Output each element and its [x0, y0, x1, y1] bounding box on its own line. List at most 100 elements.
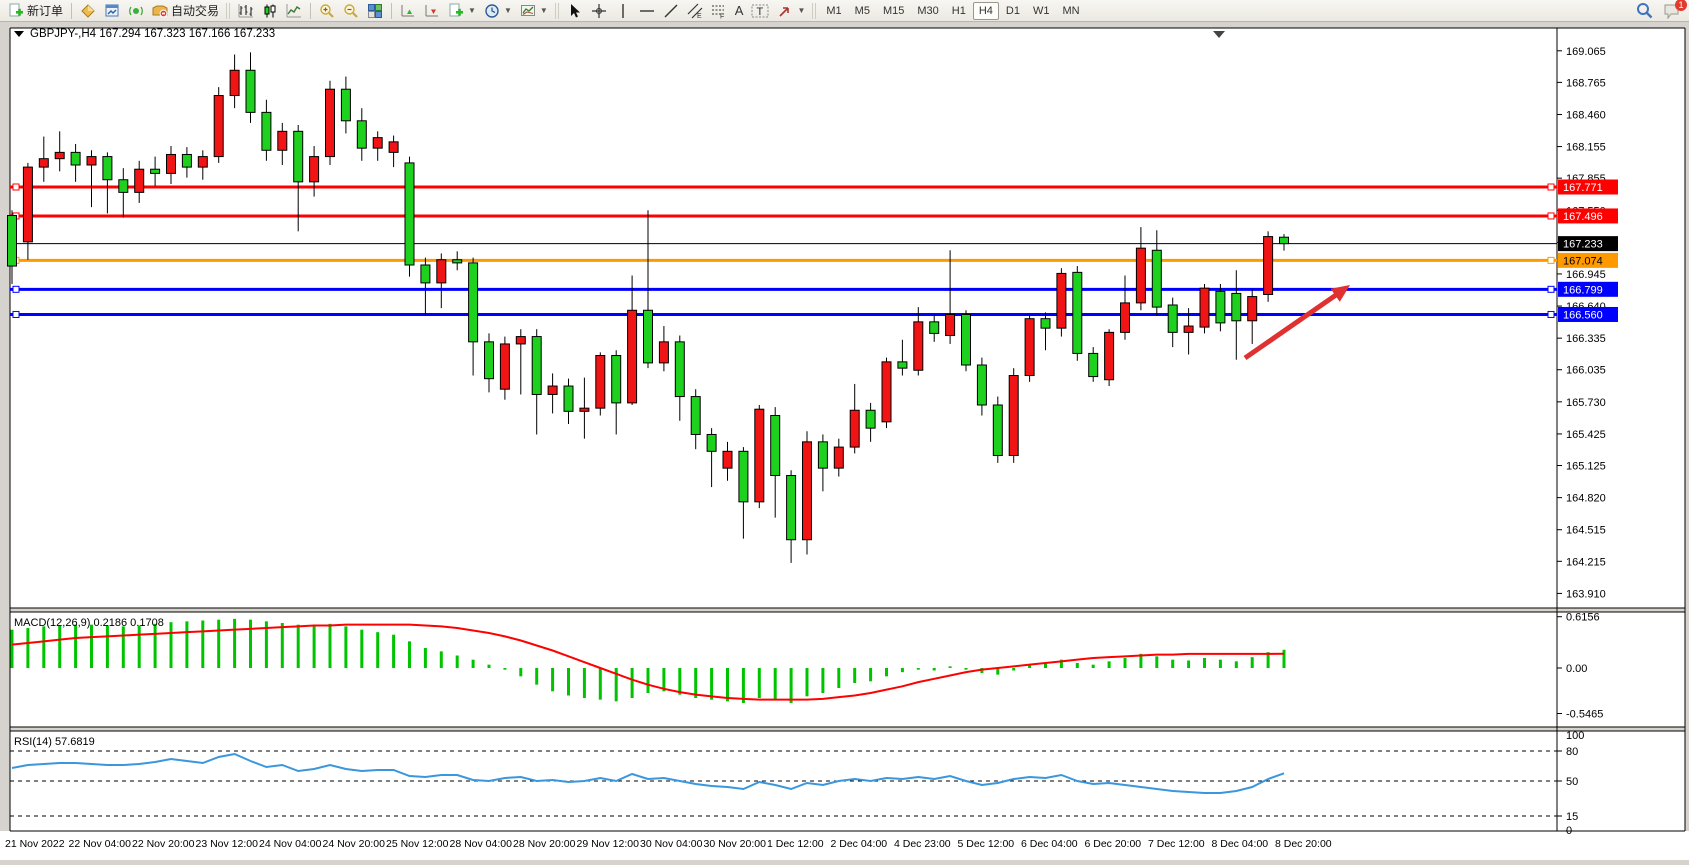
price-axis-label: 168.460 [1566, 109, 1606, 121]
zoom-out-button[interactable] [339, 1, 363, 21]
time-axis-label: 29 Nov 12:00 [577, 838, 640, 850]
line-chart-button[interactable] [282, 1, 306, 21]
candle-body [1024, 318, 1035, 377]
text-label-tool-button[interactable]: T [747, 1, 773, 21]
toolbar-grip [812, 2, 818, 19]
price-axis-label: 168.155 [1566, 142, 1606, 154]
cursor-icon [567, 3, 583, 19]
auto-trading-icon [152, 3, 168, 19]
text-tool-button[interactable]: A [731, 1, 748, 21]
dropdown-arrow-icon: ▼ [539, 6, 548, 15]
price-axis-label: 164.215 [1566, 556, 1606, 568]
timeframe-button-m15[interactable]: M15 [882, 4, 905, 17]
chart-area[interactable]: 169.065168.765168.460168.155167.855167.5… [0, 22, 1689, 860]
time-axis-label: 4 Dec 23:00 [894, 838, 951, 850]
level-handle[interactable] [1547, 310, 1555, 318]
chart-window-button[interactable] [100, 1, 124, 21]
notifications-icon[interactable]: 1 [1663, 0, 1687, 19]
new-order-button[interactable]: 新订单 [4, 1, 67, 21]
candle-body [627, 309, 638, 404]
indicators-button[interactable] [396, 1, 420, 21]
candle-body [436, 259, 447, 284]
candlestick-chart-button[interactable] [258, 1, 282, 21]
candle-body [1056, 272, 1067, 329]
timeframe-button-h1[interactable]: H1 [951, 4, 966, 17]
level-handle[interactable] [1547, 285, 1555, 293]
arrows-dropdown-button[interactable]: ▼ [773, 1, 809, 21]
level-handle[interactable] [12, 183, 20, 191]
zoom-in-button[interactable] [315, 1, 339, 21]
level-handle[interactable] [1547, 183, 1555, 191]
gbpjpy-h4-chart[interactable]: 169.065168.765168.460168.155167.855167.5… [0, 22, 1689, 860]
price-pane[interactable] [10, 28, 1685, 608]
time-axis-label: 21 Nov 2022 [5, 838, 65, 850]
gold-diamond-button[interactable] [76, 1, 100, 21]
candle-body [118, 179, 129, 193]
text-label-icon: T [751, 3, 769, 19]
crosshair-tool-button[interactable] [587, 1, 611, 21]
signal-button[interactable] [124, 1, 148, 21]
time-axis-label: 22 Nov 04:00 [69, 838, 132, 850]
horizontal-line-tool-button[interactable] [635, 1, 659, 21]
level-handle[interactable] [12, 285, 20, 293]
timeframe-button-h4[interactable]: H4 [972, 1, 999, 20]
period-dropdown-button[interactable]: ▼ [480, 1, 516, 21]
timeframe-button-mn[interactable]: MN [1062, 4, 1080, 17]
price-axis-label: 163.910 [1566, 588, 1606, 600]
candle-body [181, 153, 192, 168]
candle-body [340, 88, 351, 122]
svg-text:E: E [697, 13, 702, 19]
timeframe-button-m30[interactable]: M30 [917, 4, 939, 17]
price-axis-label: 168.765 [1566, 77, 1606, 89]
templates-dropdown-button[interactable]: ▼ [516, 1, 552, 21]
objects-button[interactable] [420, 1, 444, 21]
cursor-tool-button[interactable] [563, 1, 587, 21]
candle-body [1199, 287, 1210, 328]
candle-body [865, 409, 876, 429]
candle-body [484, 341, 494, 380]
trend-arrow-annotation[interactable] [1243, 292, 1338, 361]
candle-body [1183, 325, 1194, 333]
chart-shift-marker-icon[interactable] [1213, 31, 1225, 38]
candle-body [722, 450, 733, 469]
trendline-tool-button[interactable] [659, 1, 683, 21]
bid-price-chip-label: 167.233 [1563, 239, 1603, 251]
time-axis-label: 30 Nov 04:00 [640, 838, 703, 850]
candle-body [499, 343, 510, 390]
new-order-icon [8, 3, 24, 19]
level-price-chip [1558, 306, 1618, 322]
candle-body [913, 321, 924, 371]
timeframe-toolbar: M1 M5 M15 M30 H1 H4 D1 W1 MN [820, 1, 1085, 20]
vertical-line-tool-button[interactable] [611, 1, 635, 21]
macd-pane[interactable] [10, 612, 1685, 727]
timeframe-button-m5[interactable]: M5 [854, 4, 870, 17]
tile-windows-button[interactable] [363, 1, 387, 21]
candle-body [547, 385, 558, 395]
candle-body [197, 156, 208, 168]
symbol-collapse-icon[interactable] [14, 31, 24, 37]
level-handle[interactable] [1547, 256, 1555, 264]
search-icon[interactable] [1636, 2, 1653, 19]
channel-tool-button[interactable]: E [683, 1, 707, 21]
level-handle[interactable] [1547, 212, 1555, 220]
fibonacci-tool-button[interactable]: F [707, 1, 731, 21]
candle-body [1215, 290, 1226, 324]
candle-body [356, 120, 367, 149]
time-axis-label: 1 Dec 12:00 [767, 838, 824, 850]
rsi-line [11, 752, 1285, 794]
timeframe-button-m1[interactable]: M1 [826, 4, 842, 17]
auto-trading-label: 自动交易 [171, 4, 220, 18]
candle-body [1040, 318, 1051, 329]
timeframe-button-w1[interactable]: W1 [1032, 4, 1050, 17]
bar-chart-button[interactable] [234, 1, 258, 21]
level-handle[interactable] [12, 310, 20, 318]
candle-body [961, 313, 971, 366]
level-price-chip-label: 167.496 [1563, 211, 1603, 223]
new-chart-dropdown-button[interactable]: ▼ [444, 1, 480, 21]
time-axis-strip [0, 831, 1689, 860]
auto-trading-button[interactable]: 自动交易 [148, 1, 223, 21]
candle-body [738, 450, 749, 503]
timeframe-button-d1[interactable]: D1 [1005, 4, 1020, 17]
candle-body [515, 336, 526, 345]
candle-body [372, 137, 383, 149]
